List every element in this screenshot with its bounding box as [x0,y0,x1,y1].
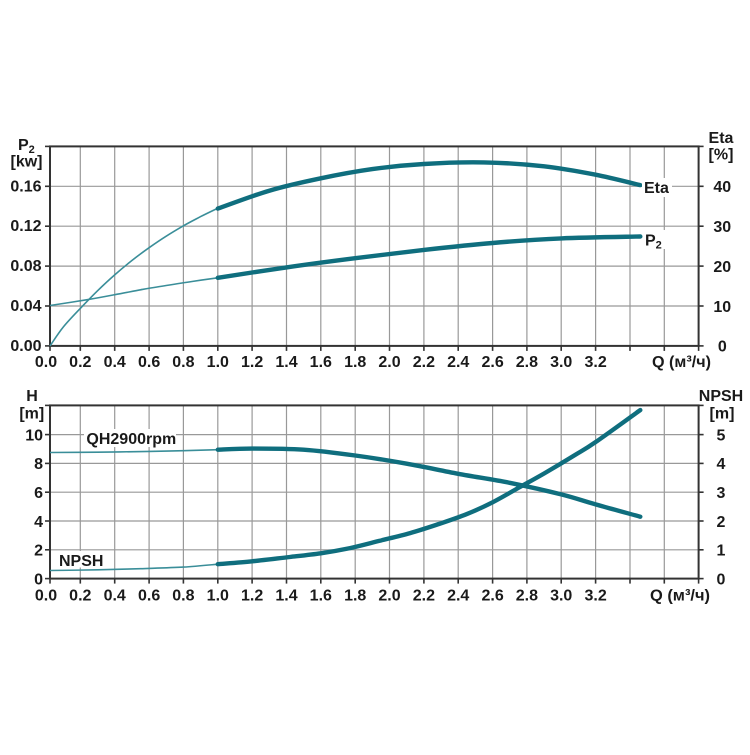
svg-text:0.2: 0.2 [69,354,91,371]
svg-text:1.8: 1.8 [344,354,366,371]
svg-text:30: 30 [713,219,731,236]
svg-text:2: 2 [717,514,726,531]
svg-text:NPSH: NPSH [59,553,103,570]
svg-text:2.6: 2.6 [481,354,503,371]
svg-text:0.8: 0.8 [172,354,194,371]
svg-text:2.2: 2.2 [413,354,435,371]
svg-text:3.2: 3.2 [584,588,606,605]
svg-text:1.4: 1.4 [275,354,297,371]
svg-text:Q (м³/ч): Q (м³/ч) [650,588,710,605]
svg-text:NPSH: NPSH [699,388,743,405]
svg-text:1.8: 1.8 [344,588,366,605]
svg-text:0.6: 0.6 [138,588,160,605]
svg-text:QH2900rpm: QH2900rpm [86,431,176,448]
svg-text:2.4: 2.4 [447,354,469,371]
svg-text:0.00: 0.00 [10,338,41,355]
svg-text:3.0: 3.0 [550,354,572,371]
svg-text:1.4: 1.4 [275,588,297,605]
svg-text:4: 4 [34,514,43,531]
svg-text:2.4: 2.4 [447,588,469,605]
svg-text:4: 4 [717,456,726,473]
svg-text:0.4: 0.4 [104,354,126,371]
svg-text:0.4: 0.4 [104,588,126,605]
svg-text:2.2: 2.2 [413,588,435,605]
svg-text:0.8: 0.8 [172,588,194,605]
svg-text:0.16: 0.16 [10,178,41,195]
svg-text:8: 8 [34,456,43,473]
svg-text:0: 0 [718,339,727,356]
svg-text:1.0: 1.0 [207,354,229,371]
svg-text:6: 6 [34,485,43,502]
svg-text:1.6: 1.6 [310,354,332,371]
svg-text:0.0: 0.0 [35,354,57,371]
svg-text:Eta: Eta [644,180,669,197]
svg-text:Eta: Eta [709,130,734,147]
svg-text:1.0: 1.0 [207,588,229,605]
svg-text:H: H [26,388,38,405]
svg-text:0.0: 0.0 [35,588,57,605]
svg-text:[m]: [m] [19,406,44,423]
svg-text:1.2: 1.2 [241,354,263,371]
svg-text:5: 5 [717,427,726,444]
svg-text:2.0: 2.0 [378,354,400,371]
svg-text:[kw]: [kw] [11,154,43,171]
svg-text:1.2: 1.2 [241,588,263,605]
svg-text:1: 1 [717,543,726,560]
svg-text:2.8: 2.8 [516,354,538,371]
svg-text:3: 3 [717,485,726,502]
svg-text:0: 0 [717,571,726,588]
svg-text:1.6: 1.6 [310,588,332,605]
svg-text:[m]: [m] [710,406,735,423]
svg-text:0: 0 [34,571,43,588]
svg-text:10: 10 [25,427,43,444]
svg-text:2.8: 2.8 [516,588,538,605]
svg-text:[%]: [%] [709,147,734,164]
svg-text:10: 10 [713,299,731,316]
svg-text:20: 20 [713,259,731,276]
svg-text:40: 40 [713,179,731,196]
svg-text:3.2: 3.2 [584,354,606,371]
svg-text:0.08: 0.08 [10,258,41,275]
svg-text:2.6: 2.6 [481,588,503,605]
svg-text:0.2: 0.2 [69,588,91,605]
svg-text:2.0: 2.0 [378,588,400,605]
svg-text:0.12: 0.12 [10,218,41,235]
svg-text:0.6: 0.6 [138,354,160,371]
svg-text:0.04: 0.04 [10,298,41,315]
svg-text:Q (м³/ч): Q (м³/ч) [652,354,711,371]
svg-text:3.0: 3.0 [550,588,572,605]
svg-text:2: 2 [34,543,43,560]
